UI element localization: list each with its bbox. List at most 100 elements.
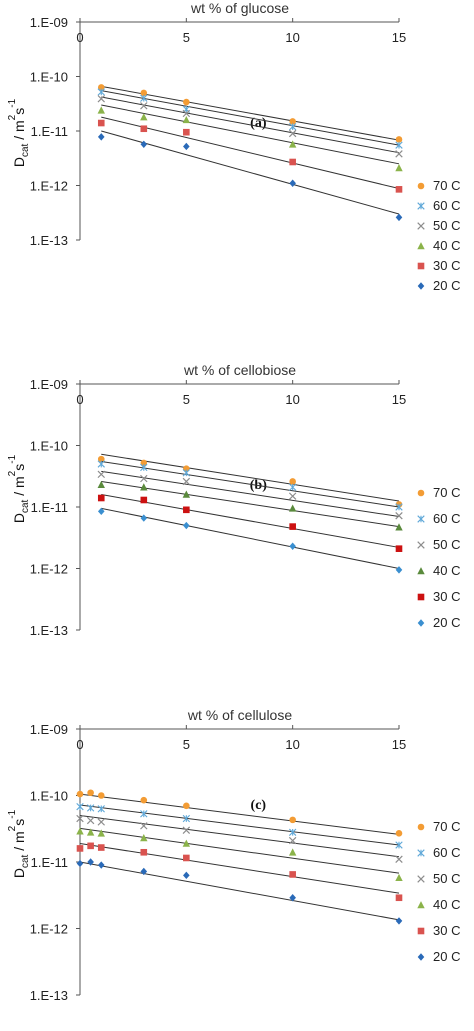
data-point — [140, 102, 148, 110]
data-point — [288, 483, 297, 491]
trendline-50c — [101, 96, 400, 154]
legend-label: 50 C — [433, 871, 460, 886]
data-point — [182, 826, 191, 834]
data-point — [140, 834, 148, 842]
chart-title: wt % of glucose — [190, 0, 289, 16]
y-tick-label: 1.E-09 — [30, 722, 68, 737]
legend-label: 70 C — [433, 178, 460, 193]
data-point — [76, 790, 84, 798]
y-axis-label-sup: 2 — [7, 114, 18, 120]
legend-label: 40 C — [433, 238, 460, 253]
panel-label: (c) — [251, 798, 267, 813]
data-point — [87, 789, 94, 797]
x-tick-label: 15 — [392, 392, 406, 407]
y-axis-label: Dcat / m2s-1 — [7, 809, 31, 878]
data-point — [140, 867, 148, 876]
data-point — [395, 855, 403, 863]
x-tick-label: 5 — [183, 30, 190, 45]
y-axis-label-sup2: -1 — [7, 809, 18, 818]
y-axis-label-sup2: -1 — [7, 454, 18, 463]
legend-marker — [417, 242, 425, 250]
data-point — [97, 119, 105, 127]
data-point — [395, 841, 403, 849]
trendline-30c — [101, 116, 400, 190]
y-axis-label-sub: cat — [20, 143, 31, 157]
y-axis-label-rest1: / m — [11, 831, 27, 854]
legend-label: 30 C — [433, 258, 460, 273]
legend-marker — [417, 823, 425, 831]
data-point — [140, 94, 148, 102]
data-point — [289, 871, 296, 878]
legend-label: 20 C — [433, 949, 460, 964]
data-point — [289, 542, 296, 550]
y-tick-label: 1.E-09 — [30, 15, 68, 30]
y-axis-label-rest2: s — [11, 819, 27, 826]
data-point — [288, 848, 297, 856]
data-point — [183, 521, 190, 530]
data-point — [140, 89, 148, 97]
x-tick-label: 5 — [183, 737, 190, 752]
trendline-30c — [79, 842, 400, 894]
data-point — [97, 861, 105, 869]
data-point — [288, 504, 297, 512]
trendline-50c — [79, 815, 400, 858]
data-point — [86, 828, 95, 836]
data-point — [97, 494, 105, 502]
data-point — [288, 122, 297, 131]
x-tick-label: 10 — [285, 392, 299, 407]
trendline-20c — [101, 507, 400, 569]
data-point — [182, 115, 191, 124]
legend-marker — [417, 202, 425, 210]
legend-label: 70 C — [433, 485, 460, 500]
data-point — [140, 496, 148, 504]
y-tick-label: 1.E-13 — [30, 233, 68, 248]
legend-marker — [417, 541, 425, 549]
data-point — [183, 871, 190, 880]
x-tick-label: 10 — [285, 737, 299, 752]
x-tick-label: 15 — [392, 737, 406, 752]
legend-marker — [417, 849, 425, 857]
data-point — [76, 814, 84, 823]
data-point — [97, 507, 105, 516]
data-point — [288, 129, 297, 138]
x-tick-label: 0 — [76, 392, 83, 407]
data-point — [76, 859, 84, 868]
legend-label: 70 C — [433, 819, 460, 834]
data-point — [395, 830, 403, 837]
trendline-40c — [101, 480, 400, 528]
data-point — [97, 805, 105, 813]
data-point — [395, 917, 403, 925]
data-point — [97, 844, 105, 851]
legend-label: 20 C — [433, 615, 460, 630]
trendline-60c — [79, 804, 400, 846]
y-axis-label-sub: cat — [20, 854, 31, 868]
data-point — [288, 492, 297, 500]
data-point — [289, 894, 296, 902]
y-tick-label: 1.E-11 — [31, 124, 68, 139]
data-point — [97, 95, 105, 103]
data-point — [288, 836, 297, 845]
y-tick-label: 1.E-09 — [30, 377, 68, 392]
legend-marker — [417, 927, 425, 935]
y-tick-label: 1.E-12 — [30, 922, 68, 937]
data-point — [395, 873, 403, 882]
data-point — [97, 88, 105, 96]
data-point — [395, 213, 403, 222]
trendline-40c — [79, 827, 400, 874]
y-axis-label-sub: cat — [20, 499, 31, 513]
y-axis-label-rest2: s — [11, 108, 27, 115]
data-point — [140, 822, 148, 830]
data-point — [183, 128, 190, 136]
data-point — [86, 804, 95, 812]
data-point — [183, 98, 190, 106]
y-axis-label-sup: 2 — [7, 825, 18, 831]
data-point — [395, 136, 403, 143]
y-axis-label-sup: 2 — [7, 470, 18, 476]
trendline-20c — [79, 861, 400, 921]
data-point — [183, 465, 190, 472]
data-point — [289, 478, 296, 485]
data-point — [76, 845, 84, 852]
data-point — [140, 125, 148, 133]
y-axis-label-main: D — [11, 513, 27, 523]
trendline-40c — [101, 104, 400, 165]
